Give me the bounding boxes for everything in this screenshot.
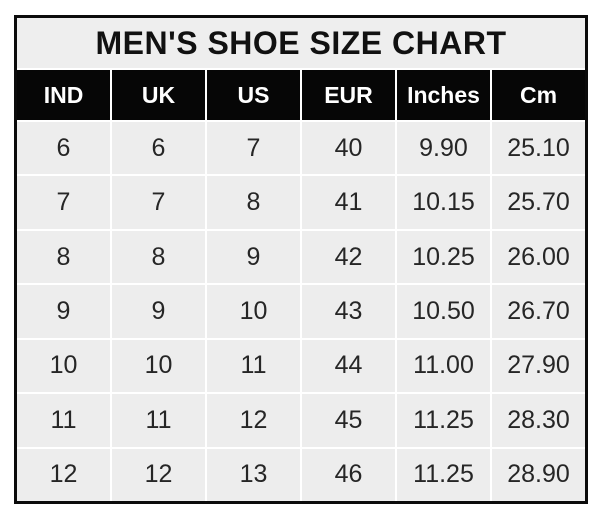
table-cell: 11.00	[397, 339, 490, 393]
table-cell: 10.50	[397, 285, 490, 338]
table-cell: 27.90	[492, 339, 585, 393]
table-cell: 9	[17, 285, 110, 338]
column-header-eur: EUR	[302, 70, 395, 120]
table-cell: 40	[302, 122, 395, 175]
table-cell: 7	[207, 122, 300, 175]
column-header-uk: UK	[112, 70, 205, 120]
table-cell: 11	[112, 394, 205, 447]
table-cell: 12	[112, 448, 205, 501]
table-cell: 6	[112, 122, 205, 175]
table-cell: 7	[112, 176, 205, 229]
table-cell: 8	[207, 176, 300, 229]
chart-title: MEN'S SHOE SIZE CHART	[17, 18, 585, 68]
table-cell: 12	[207, 394, 300, 447]
table-cell: 8	[17, 230, 110, 284]
table-cell: 10	[112, 339, 205, 393]
table-cell: 10.15	[397, 176, 490, 229]
table-cell: 25.10	[492, 122, 585, 175]
table-cell: 42	[302, 230, 395, 284]
table-cell: 28.90	[492, 448, 585, 501]
table-cell: 41	[302, 176, 395, 229]
table-cell: 46	[302, 448, 395, 501]
table-cell: 10	[207, 285, 300, 338]
table-cell: 26.00	[492, 230, 585, 284]
table-cell: 11.25	[397, 448, 490, 501]
table-cell: 10	[17, 339, 110, 393]
table-cell: 6	[17, 122, 110, 175]
table-cell: 11	[207, 339, 300, 393]
column-header-ind: IND	[17, 70, 110, 120]
column-header-inches: Inches	[397, 70, 490, 120]
table-cell: 10.25	[397, 230, 490, 284]
table-cell: 13	[207, 448, 300, 501]
table-cell: 9.90	[397, 122, 490, 175]
size-chart-table: MEN'S SHOE SIZE CHART IND UK US EUR Inch…	[14, 15, 588, 504]
table-cell: 12	[17, 448, 110, 501]
column-header-cm: Cm	[492, 70, 585, 120]
table-cell: 11.25	[397, 394, 490, 447]
table-cell: 44	[302, 339, 395, 393]
table-cell: 25.70	[492, 176, 585, 229]
table-cell: 11	[17, 394, 110, 447]
table-cell: 9	[112, 285, 205, 338]
column-header-us: US	[207, 70, 300, 120]
table-cell: 28.30	[492, 394, 585, 447]
table-cell: 43	[302, 285, 395, 338]
table-cell: 7	[17, 176, 110, 229]
table-cell: 9	[207, 230, 300, 284]
table-cell: 45	[302, 394, 395, 447]
table-cell: 8	[112, 230, 205, 284]
table-cell: 26.70	[492, 285, 585, 338]
